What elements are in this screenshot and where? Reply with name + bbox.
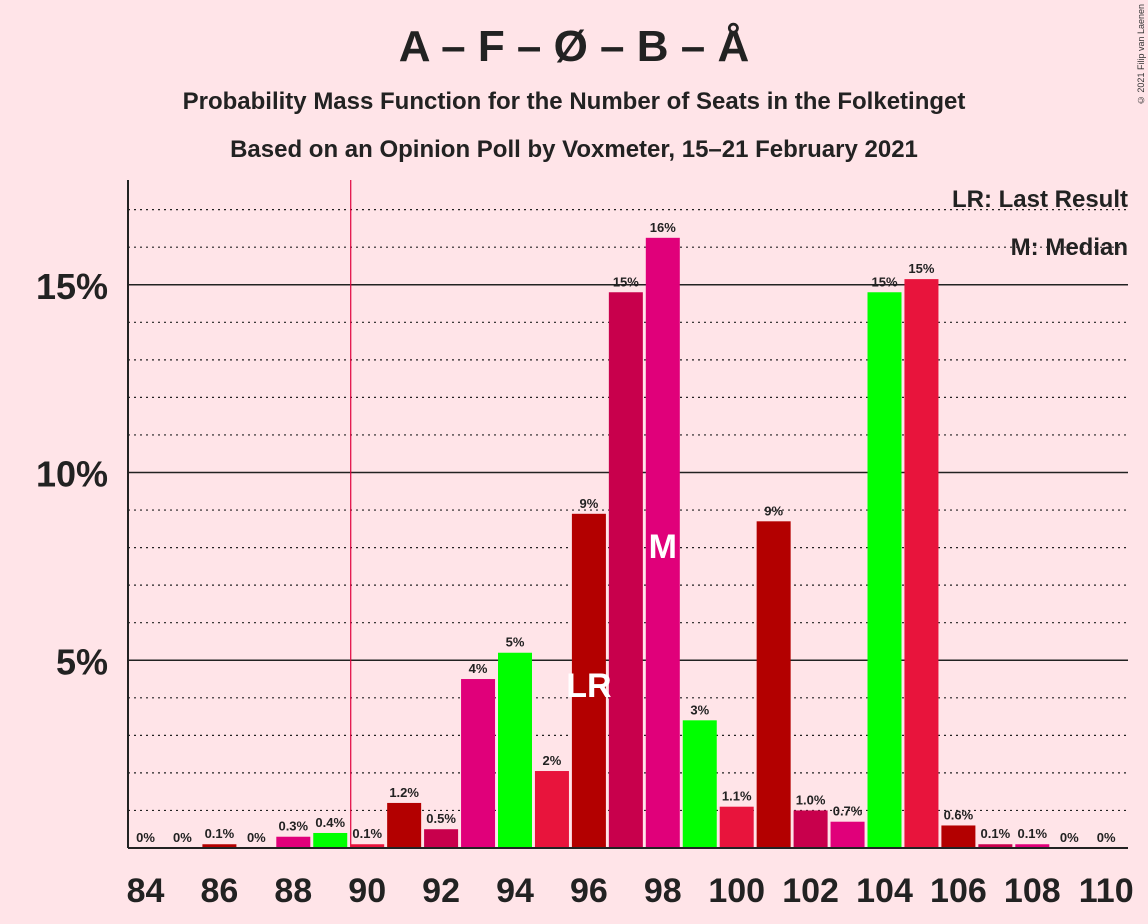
bar	[904, 279, 939, 848]
bar	[719, 806, 754, 848]
data-label: 0%	[136, 830, 155, 845]
data-label: 0%	[173, 830, 192, 845]
chart-subtitle-1: Probability Mass Function for the Number…	[182, 88, 966, 115]
data-label: 16%	[650, 220, 676, 235]
y-tick-label: 15%	[36, 266, 108, 307]
data-label: 0%	[1097, 830, 1116, 845]
x-tick-label: 98	[644, 872, 682, 910]
bar	[867, 292, 902, 848]
data-label: 9%	[580, 496, 599, 511]
chart-subtitle-2: Based on an Opinion Poll by Voxmeter, 15…	[230, 136, 918, 163]
data-label: 5%	[506, 635, 525, 650]
x-tick-label: 90	[348, 872, 386, 910]
x-tick-label: 104	[856, 872, 913, 910]
bar	[978, 844, 1013, 848]
data-label: 1.1%	[722, 789, 752, 804]
x-tick-label: 88	[274, 872, 312, 910]
bar	[645, 237, 680, 848]
data-label: 0.1%	[352, 826, 382, 841]
bar	[793, 810, 828, 848]
data-label: 0%	[1060, 830, 1079, 845]
y-tick-label: 10%	[36, 454, 108, 495]
bar	[941, 825, 976, 848]
chart-title: A – F – Ø – B – Å	[398, 22, 750, 71]
data-label: 0%	[247, 830, 266, 845]
data-label: 3%	[690, 702, 709, 717]
x-tick-label: 102	[782, 872, 839, 910]
x-tick-label: 108	[1004, 872, 1061, 910]
bar	[276, 836, 311, 848]
data-label: 9%	[764, 503, 783, 518]
x-tick-label: 92	[422, 872, 460, 910]
data-label: 0.6%	[944, 807, 974, 822]
x-tick-label: 86	[200, 872, 238, 910]
bar	[756, 521, 791, 848]
x-tick-label: 94	[496, 872, 534, 910]
bar	[830, 821, 865, 848]
x-tick-label: 110	[1079, 872, 1134, 910]
x-tick-label: 106	[930, 872, 987, 910]
median-marker: M	[649, 528, 677, 566]
bar	[682, 720, 717, 848]
legend-median: M: Median	[1010, 234, 1128, 261]
data-label: 4%	[469, 661, 488, 676]
bar	[202, 844, 237, 848]
data-label: 0.1%	[1017, 826, 1047, 841]
bar	[498, 652, 532, 848]
bar	[608, 292, 643, 848]
bar	[313, 832, 348, 848]
bar	[1015, 844, 1050, 848]
data-label: 0.5%	[426, 811, 456, 826]
data-label: 15%	[871, 274, 897, 289]
data-label: 0.1%	[205, 826, 235, 841]
data-label: 15%	[613, 274, 639, 289]
data-label: 0.4%	[315, 815, 345, 830]
bar	[350, 844, 385, 848]
y-tick-label: 5%	[56, 641, 108, 682]
x-tick-label: 100	[708, 872, 765, 910]
data-label: 0.1%	[981, 826, 1011, 841]
data-label: 1.0%	[796, 792, 826, 807]
data-label: 15%	[908, 261, 934, 276]
data-label: 0.7%	[833, 804, 863, 819]
legend-last-result: LR: Last Result	[951, 186, 1128, 213]
data-label: 1.2%	[389, 785, 419, 800]
data-label: 2%	[543, 753, 562, 768]
bar	[571, 513, 606, 848]
bar	[461, 679, 496, 848]
bar	[387, 802, 422, 848]
last-result-marker: LR	[566, 667, 611, 705]
x-tick-label: 96	[570, 872, 608, 910]
bar	[534, 771, 569, 848]
data-label: 0.3%	[278, 819, 308, 834]
bar	[424, 829, 459, 848]
x-tick-label: 84	[127, 872, 165, 910]
